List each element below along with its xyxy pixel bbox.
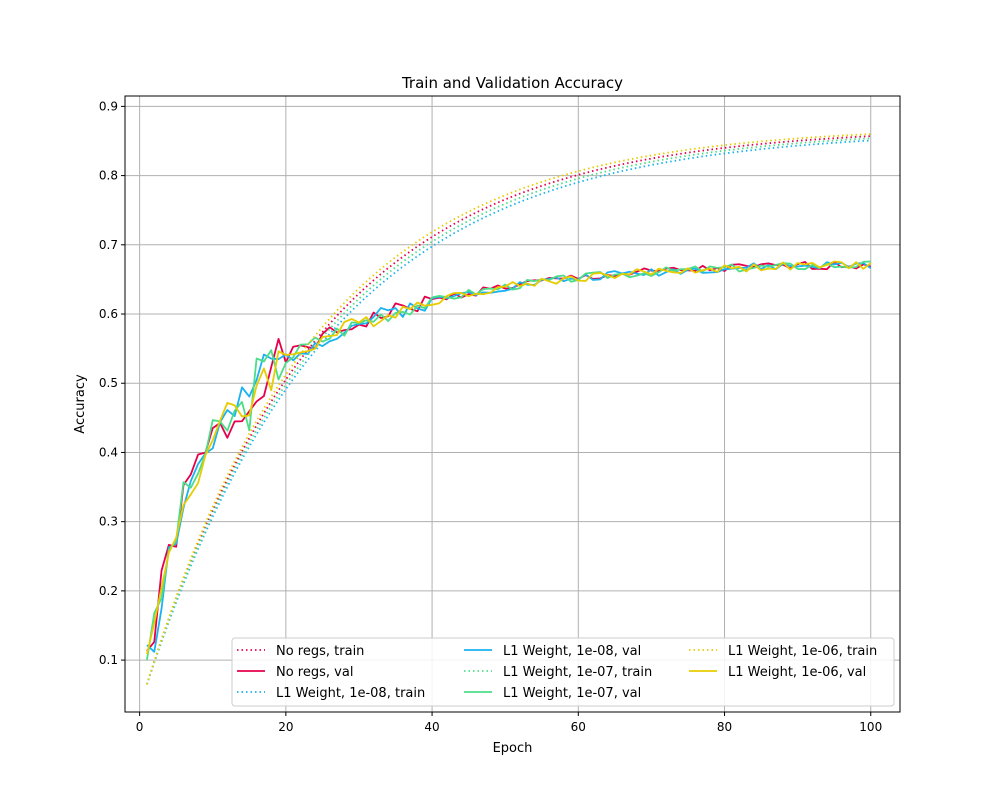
x-tick-label: 20 — [278, 720, 293, 734]
x-tick-label: 60 — [571, 720, 586, 734]
legend-label-6: L1 Weight, 1e-06, train — [728, 644, 877, 659]
x-tick-label: 0 — [136, 720, 144, 734]
legend-box — [231, 637, 895, 707]
y-tick-label: 0.3 — [99, 515, 118, 529]
x-axis-label: Epoch — [493, 741, 533, 756]
y-axis-label: Accuracy — [73, 374, 88, 434]
ticks: 0 20 40 60 80 100 0.1 0.2 0.3 0.4 0.5 0.6 0.7 0.8 0.9 — [99, 99, 882, 734]
legend-label-3: L1 Weight, 1e-08, val — [503, 644, 641, 659]
legend-label-0: No regs, train — [276, 644, 364, 659]
y-tick-label: 0.2 — [99, 584, 118, 598]
legend-label-5: L1 Weight, 1e-07, val — [503, 686, 641, 701]
legend-label-4: L1 Weight, 1e-07, train — [503, 665, 652, 680]
series-line-7 — [146, 260, 872, 655]
legend-label-7: L1 Weight, 1e-06, val — [728, 665, 866, 680]
x-tick-label: 100 — [859, 720, 882, 734]
series-line-6 — [146, 133, 871, 685]
y-tick-label: 0.4 — [99, 445, 118, 459]
series-line-0 — [146, 135, 871, 685]
grid — [125, 96, 900, 712]
y-tick-label: 0.9 — [99, 99, 118, 113]
x-tick-label: 80 — [717, 720, 732, 734]
legend-label-2: L1 Weight, 1e-08, train — [276, 686, 425, 701]
axes-frame — [124, 95, 901, 713]
chart-title: Train and Validation Accuracy — [401, 74, 623, 92]
legend-label-1: No regs, val — [276, 665, 353, 680]
y-tick-label: 0.1 — [99, 653, 118, 667]
y-tick-label: 0.8 — [99, 169, 118, 183]
legend: No regs, train No regs, val L1 Weight, 1e-… — [231, 637, 895, 707]
y-tick-label: 0.5 — [99, 376, 118, 390]
y-tick-label: 0.7 — [99, 238, 118, 252]
y-tick-label: 0.6 — [99, 307, 118, 321]
x-tick-label: 40 — [424, 720, 439, 734]
plot-lines — [146, 133, 872, 685]
